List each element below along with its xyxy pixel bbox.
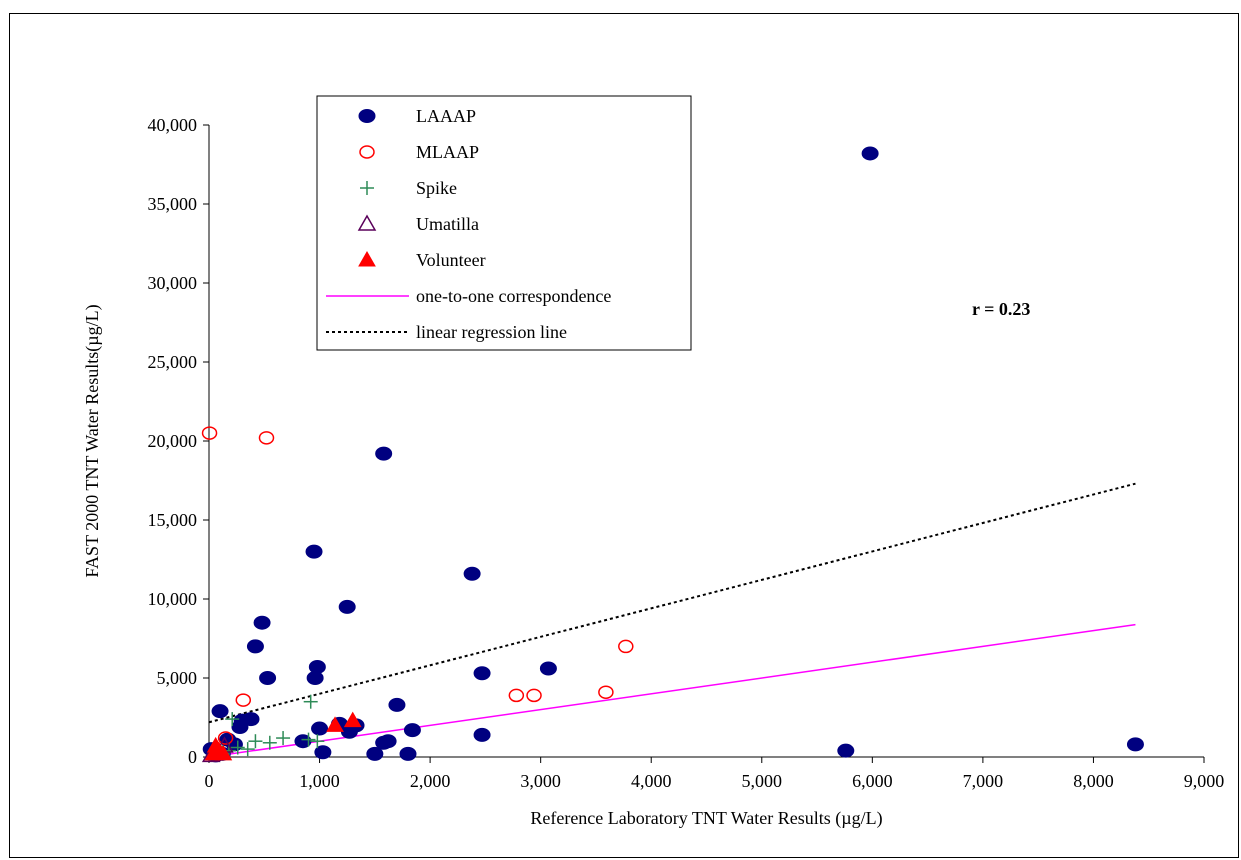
data-point <box>311 721 329 736</box>
data-point <box>305 544 323 559</box>
data-point <box>211 704 229 719</box>
data-point <box>338 599 356 614</box>
legend-label: LAAAP <box>416 106 476 126</box>
legend-marker-umatilla <box>357 214 377 231</box>
legend-label: MLAAP <box>416 142 479 162</box>
y-tick-label: 10,000 <box>148 589 198 609</box>
x-tick-label: 7,000 <box>963 771 1004 791</box>
data-point <box>379 734 397 749</box>
x-tick-label: 1,000 <box>299 771 340 791</box>
x-tick-label: 5,000 <box>742 771 783 791</box>
data-point <box>366 746 384 761</box>
y-tick-label: 30,000 <box>148 273 198 293</box>
legend-marker-laaap <box>358 109 376 123</box>
data-point <box>214 744 233 761</box>
data-point <box>526 688 542 703</box>
legend-label: Umatilla <box>416 214 479 234</box>
axes: 0 1,000 2,000 3,000 4,000 5,000 6,000 7,000 8,00… <box>148 115 1225 791</box>
series-volunteer <box>204 711 362 761</box>
x-tick-label: 0 <box>205 771 214 791</box>
correlation-annotation: r = 0.23 <box>972 299 1030 319</box>
data-point <box>262 735 277 750</box>
legend-label: one-to-one correspondence <box>416 286 611 306</box>
reference-lines <box>208 482 1136 758</box>
data-point <box>837 743 855 758</box>
data-point <box>225 712 240 727</box>
x-axis-title: Reference Laboratory TNT Water Results (… <box>530 808 882 829</box>
x-ticks: 0 1,000 2,000 3,000 4,000 5,000 6,000 7,000 8,00… <box>205 757 1225 791</box>
series-mlaap <box>201 426 634 745</box>
x-tick-label: 8,000 <box>1073 771 1114 791</box>
data-points <box>201 146 1144 763</box>
data-point <box>231 719 249 734</box>
line-one-to-one-correspondence <box>208 623 1136 758</box>
y-tick-label: 15,000 <box>148 510 198 530</box>
legend-marker-spike <box>360 181 374 195</box>
data-point <box>314 745 332 760</box>
x-tick-label: 9,000 <box>1184 771 1225 791</box>
legend-label: linear regression line <box>416 322 567 342</box>
data-point <box>201 426 218 440</box>
y-tick-label: 0 <box>188 747 197 767</box>
legend-label: Spike <box>416 178 457 198</box>
data-point <box>598 685 614 699</box>
data-point <box>539 661 557 676</box>
y-tick-label: 40,000 <box>148 115 198 135</box>
data-point <box>508 688 525 703</box>
legend-box <box>316 95 692 351</box>
data-point <box>258 431 275 445</box>
y-ticks: 0 5,000 10,000 15,000 20,000 25,000 30,000 35,0… <box>148 115 209 767</box>
data-point <box>861 146 879 161</box>
data-point <box>618 639 634 654</box>
legend-label: Volunteer <box>416 250 486 270</box>
data-point <box>246 639 264 654</box>
data-point <box>343 711 362 728</box>
data-point <box>206 736 225 753</box>
data-point <box>259 671 277 685</box>
data-point <box>473 666 491 681</box>
y-axis-title: FAST 2000 TNT Water Results(µg/L) <box>82 304 103 577</box>
data-point <box>240 742 255 757</box>
data-point <box>276 731 291 746</box>
data-point <box>217 731 234 745</box>
data-point <box>253 615 271 630</box>
legend-marker-volunteer <box>358 250 376 267</box>
data-point <box>230 740 245 755</box>
data-point <box>403 723 421 738</box>
data-point <box>301 732 316 747</box>
y-tick-label: 25,000 <box>148 352 198 372</box>
legend: LAAAP MLAAP Spike Umatilla Volunteer one-to-o… <box>316 95 692 351</box>
data-point <box>340 724 358 739</box>
data-point <box>303 694 318 709</box>
data-point <box>326 716 344 732</box>
legend-marker-mlaap <box>359 145 375 159</box>
data-point <box>306 671 324 685</box>
data-point <box>1126 737 1144 752</box>
x-tick-label: 3,000 <box>520 771 561 791</box>
data-point <box>235 693 252 707</box>
y-tick-label: 35,000 <box>148 194 198 214</box>
data-point <box>399 746 417 761</box>
x-tick-label: 4,000 <box>631 771 672 791</box>
data-point <box>375 446 393 461</box>
y-tick-label: 5,000 <box>157 668 198 688</box>
x-tick-label: 6,000 <box>852 771 893 791</box>
data-point <box>463 566 481 581</box>
data-point <box>310 734 325 749</box>
data-point <box>388 697 406 712</box>
y-tick-label: 20,000 <box>148 431 198 451</box>
data-point <box>473 727 491 742</box>
data-point <box>248 734 263 749</box>
x-tick-label: 2,000 <box>410 771 451 791</box>
